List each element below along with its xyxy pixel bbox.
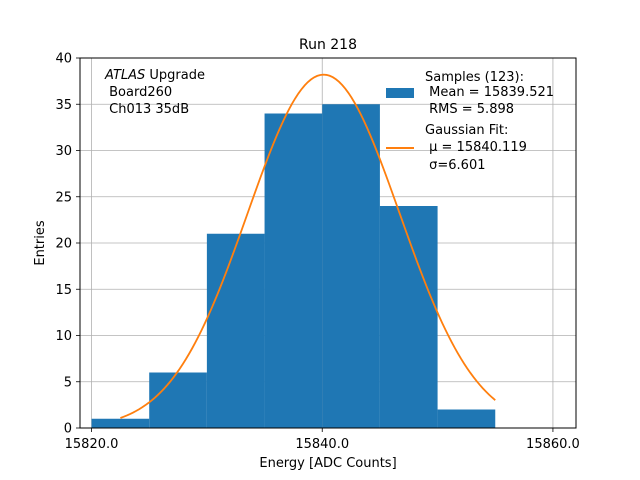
legend-fit-sigma: σ=6.601	[425, 158, 485, 173]
y-tick-label: 15	[55, 283, 72, 298]
y-tick-label: 30	[55, 144, 72, 159]
y-axis-ticks: 0 5 10 15 20 25 30 35 40	[55, 52, 80, 437]
y-tick-label: 20	[55, 237, 72, 252]
annotation-line-1-rest: Upgrade	[145, 68, 205, 83]
gaussian-fit-curve	[120, 73, 496, 419]
y-tick-label: 35	[55, 98, 72, 113]
y-axis-label: Entries	[33, 220, 48, 266]
annotation-line-2: Board260	[105, 85, 172, 100]
annotation-line-3: Ch013 35dB	[105, 102, 189, 117]
legend-hist-rms: RMS = 5.898	[425, 102, 514, 117]
histogram-bar	[206, 233, 265, 428]
gaussian-fit	[120, 73, 496, 419]
legend-fit-mu: μ = 15840.119	[425, 140, 527, 155]
annotation-line-1: ATLAS Upgrade	[104, 68, 205, 83]
atlas-annotation: ATLAS Upgrade Board260 Ch013 35dB	[104, 68, 205, 117]
histogram-bar	[264, 113, 323, 428]
histogram-bar	[322, 104, 380, 428]
chart-title: Run 218	[299, 37, 357, 53]
histogram-bar	[149, 372, 207, 428]
x-tick-label: 15820.0	[65, 437, 119, 452]
legend-fit-name: Gaussian Fit:	[425, 123, 508, 138]
x-tick-label: 15840.0	[295, 437, 349, 452]
legend-hist-mean: Mean = 15839.521	[425, 85, 554, 100]
legend: Samples (123): Mean = 15839.521 RMS = 5.…	[386, 70, 554, 173]
y-tick-label: 25	[55, 190, 72, 205]
legend-hist-swatch	[386, 88, 414, 98]
y-tick-label: 10	[55, 329, 72, 344]
x-axis-ticks: 15820.0 15840.0 15860.0	[65, 428, 580, 452]
y-tick-label: 0	[64, 422, 72, 437]
histogram-bar	[437, 409, 496, 428]
histogram-bars	[91, 104, 496, 428]
y-tick-label: 5	[64, 375, 72, 390]
histogram-bar	[91, 418, 150, 428]
legend-hist-name: Samples (123):	[425, 70, 524, 85]
annotation-italic: ATLAS	[104, 68, 145, 83]
x-tick-label: 15860.0	[526, 437, 580, 452]
y-tick-label: 40	[55, 52, 72, 67]
histogram-bar	[379, 206, 438, 428]
x-axis-label: Energy [ADC Counts]	[259, 456, 396, 471]
